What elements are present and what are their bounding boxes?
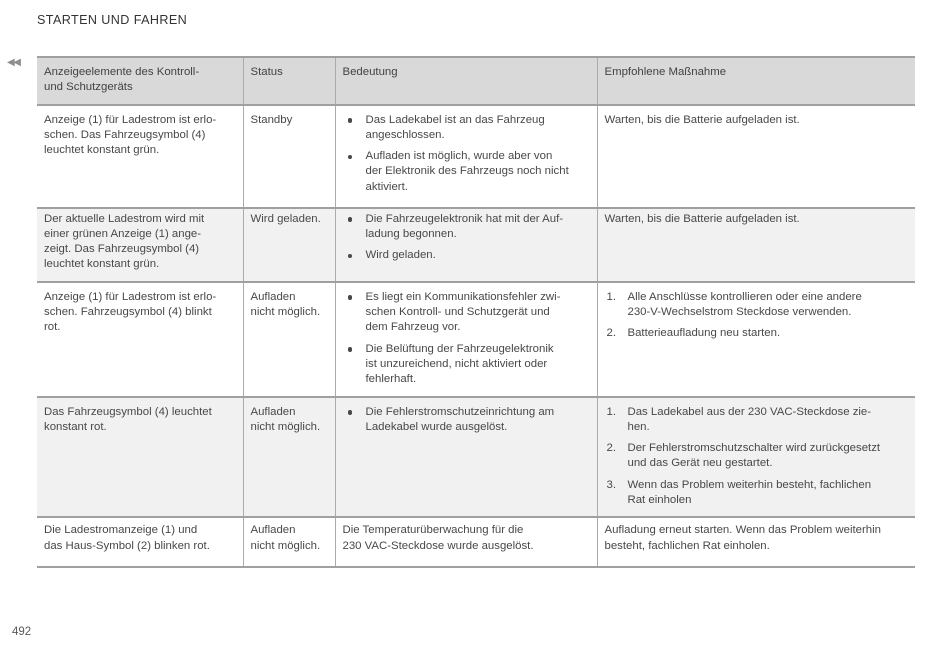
double-left-chevron-icon: ◀◀ <box>7 57 21 68</box>
cell-text: Anzeige (1) für Ladestrom ist erlo- sche… <box>44 113 217 157</box>
column-header-bedeutung: Bedeutung <box>334 57 597 105</box>
page-title: STARTEN UND FAHREN <box>37 13 188 27</box>
table-body: Anzeige (1) für Ladestrom ist erlo- sche… <box>37 104 915 568</box>
cell-bedeutung: Die Temperaturüberwachung für die 230 VA… <box>334 517 597 568</box>
table-row: Die Ladestromanzeige (1) und das Haus-Sy… <box>37 517 915 568</box>
cell-text: Aufladen nicht möglich. <box>250 405 321 433</box>
cell-status: Wird geladen. <box>242 207 335 282</box>
table-header-row: Anzeigeelemente des Kontroll- und Schutz… <box>37 57 915 105</box>
cell-anzeige: Anzeige (1) für Ladestrom ist erlo- sche… <box>37 105 243 208</box>
cell-anzeige: Die Ladestromanzeige (1) und das Haus-Sy… <box>37 517 243 567</box>
list-item: Batterieaufladung neu starten. <box>606 326 781 342</box>
list-item: Es liegt ein Kommunikationsfehler zwi- s… <box>343 290 592 336</box>
list-item: Das Ladekabel aus der 230 VAC-Steckdose … <box>606 405 872 433</box>
cell-text: Das Fahrzeugsymbol (4) leuchtet konstant… <box>44 405 212 433</box>
numbered-list: Das Ladekabel aus der 230 VAC-Steckdose … <box>605 405 911 509</box>
cell-bedeutung: Die Fahrzeugelektronik hat mit der Auf- … <box>334 207 597 282</box>
cell-anzeige: Der aktuelle Ladestrom wird mit einer gr… <box>37 208 243 282</box>
list-item: Wenn das Problem weiterhin besteht, fach… <box>606 478 872 507</box>
bullet-list: Das Ladekabel ist an das Fahrzeug angesc… <box>343 113 592 195</box>
cell-status: Aufladen nicht möglich. <box>242 281 335 397</box>
cell-text: Warten, bis die Batterie aufgeladen ist. <box>604 212 800 225</box>
cell-bedeutung: Die Fehlerstromschutzeinrichtung am Lade… <box>334 396 597 518</box>
cell-text: Die Ladestromanzeige (1) und das Haus-Sy… <box>44 524 210 552</box>
bullet-list: Die Fahrzeugelektronik hat mit der Auf- … <box>343 212 592 264</box>
cell-massnahme: Warten, bis die Batterie aufgeladen ist. <box>596 207 915 282</box>
data-table: Anzeigeelemente des Kontroll- und Schutz… <box>37 56 915 569</box>
cell-status: Aufladen nicht möglich. <box>242 396 335 518</box>
page-number: 492 <box>12 626 32 638</box>
cell-massnahme: Alle Anschlüsse kontrollieren oder eine … <box>596 281 915 397</box>
cell-bedeutung: Das Ladekabel ist an das Fahrzeug angesc… <box>334 104 597 208</box>
cell-text: Aufladen nicht möglich. <box>250 290 321 319</box>
cell-text: Aufladen nicht möglich. <box>250 524 321 552</box>
list-item: Der Fehlerstromschutzschalter wird zurüc… <box>606 441 881 470</box>
list-item: Die Fehlerstromschutzeinrichtung am Lade… <box>343 405 592 436</box>
cell-text: Wird geladen. <box>250 212 321 225</box>
list-item: Die Fahrzeugelektronik hat mit der Auf- … <box>343 212 592 243</box>
table-row: Der aktuelle Ladestrom wird mit einer gr… <box>37 207 915 282</box>
list-item: Die Belüftung der Fahrzeugelektronik ist… <box>343 342 592 388</box>
table-row: Anzeige (1) für Ladestrom ist erlo- sche… <box>37 281 915 397</box>
cell-text: Die Temperaturüberwachung für die 230 VA… <box>342 524 534 552</box>
cell-massnahme: Warten, bis die Batterie aufgeladen ist. <box>596 104 915 208</box>
cell-anzeige: Das Fahrzeugsymbol (4) leuchtet konstant… <box>37 397 243 518</box>
status-table-container: Anzeigeelemente des Kontroll- und Schutz… <box>37 56 915 569</box>
bullet-list: Es liegt ein Kommunikationsfehler zwi- s… <box>343 290 592 388</box>
column-header-anzeigeelemente: Anzeigeelemente des Kontroll- und Schutz… <box>37 57 243 105</box>
cell-massnahme: Aufladung erneut starten. Wenn das Probl… <box>596 517 915 568</box>
table-row: Das Fahrzeugsymbol (4) leuchtet konstant… <box>37 396 915 518</box>
cell-text: Anzeige (1) für Ladestrom ist erlo- sche… <box>44 290 217 334</box>
numbered-list: Alle Anschlüsse kontrollieren oder eine … <box>605 290 911 342</box>
cell-bedeutung: Es liegt ein Kommunikationsfehler zwi- s… <box>334 281 597 397</box>
list-item: Alle Anschlüsse kontrollieren oder eine … <box>606 290 862 319</box>
cell-text: Standby <box>250 113 293 126</box>
cell-status: Standby <box>242 104 335 208</box>
cell-text: Aufladung erneut starten. Wenn das Probl… <box>604 524 882 552</box>
list-item: Wird geladen. <box>343 248 592 263</box>
list-item: Das Ladekabel ist an das Fahrzeug angesc… <box>343 113 592 144</box>
table-row: Anzeige (1) für Ladestrom ist erlo- sche… <box>37 104 915 208</box>
cell-text: Der aktuelle Ladestrom wird mit einer gr… <box>44 212 205 271</box>
column-header-status: Status <box>242 57 335 105</box>
list-item: Aufladen ist möglich, wurde aber von der… <box>343 149 592 195</box>
cell-anzeige: Anzeige (1) für Ladestrom ist erlo- sche… <box>37 282 243 397</box>
bullet-list: Die Fehlerstromschutzeinrichtung am Lade… <box>343 405 592 436</box>
cell-massnahme: Das Ladekabel aus der 230 VAC-Steckdose … <box>596 396 915 518</box>
cell-text: Warten, bis die Batterie aufgeladen ist. <box>604 113 800 126</box>
column-header-massnahme: Empfohlene Maßnahme <box>596 57 915 105</box>
cell-status: Aufladen nicht möglich. <box>242 517 335 568</box>
